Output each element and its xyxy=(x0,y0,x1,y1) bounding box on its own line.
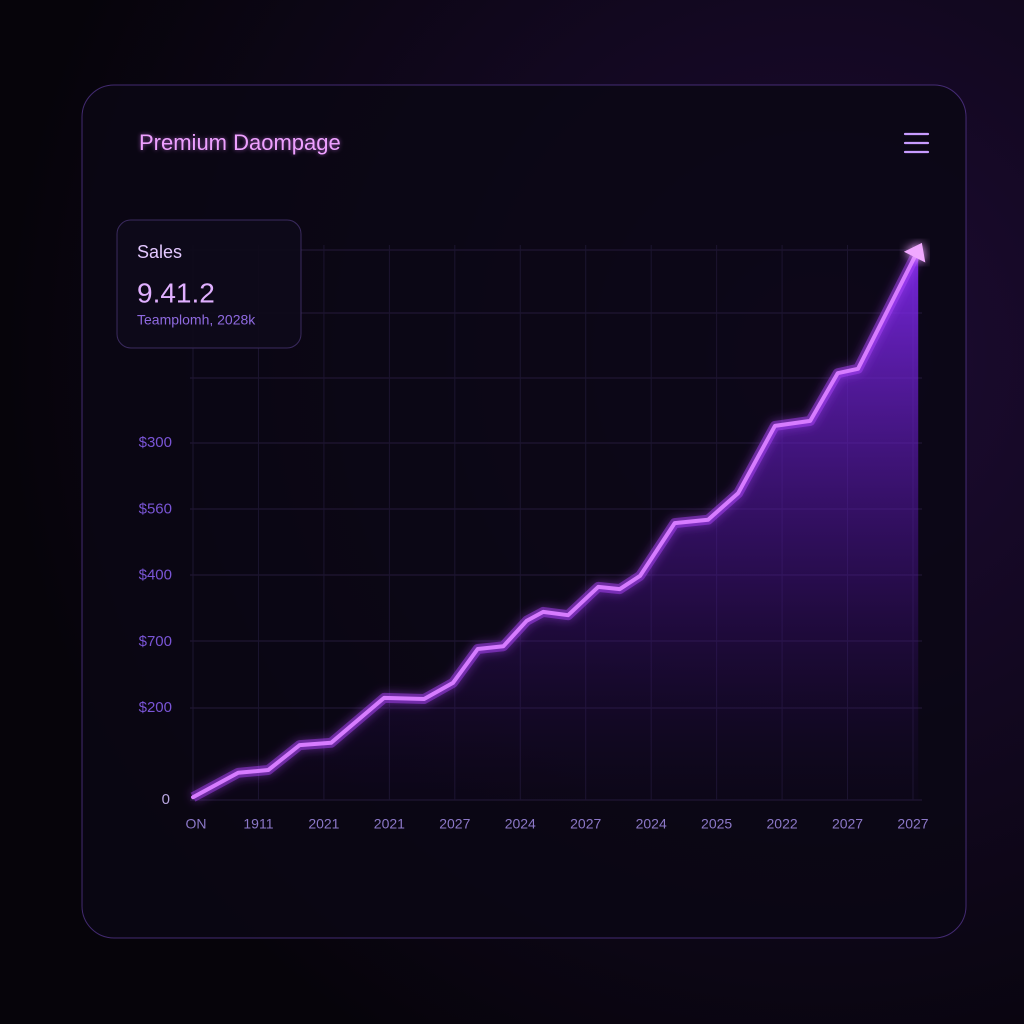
plot xyxy=(190,242,926,802)
y-axis-label: $560 xyxy=(139,500,172,517)
x-tick-label: 2027 xyxy=(439,816,470,832)
x-tick-label: ON xyxy=(186,816,207,832)
y-axis-label: $300 xyxy=(139,434,172,451)
y-axis-label: 0 xyxy=(162,791,170,808)
x-tick-label: 2021 xyxy=(374,816,405,832)
title: Premium Daompage xyxy=(139,130,341,155)
x-tick-label: 2027 xyxy=(832,816,863,832)
y-axis-label: $400 xyxy=(139,567,172,584)
x-tick-label: 1911 xyxy=(243,816,273,832)
stat-caption: Teamplomh, 2028k xyxy=(137,312,256,328)
line xyxy=(191,248,921,800)
x-tick-label: 2024 xyxy=(505,816,536,832)
x-tick-label: 2025 xyxy=(701,816,732,832)
area xyxy=(193,250,919,800)
grid: $300 $560 $400 $700 $200 0 ON 1911 2021 2021 2027 2… xyxy=(139,245,929,832)
stat-card xyxy=(116,219,302,349)
stat-value: 9.41.2 xyxy=(137,277,215,308)
y-axis-label: $200 xyxy=(139,699,172,716)
x-tick-label: 2024 xyxy=(636,816,667,832)
menu-button[interactable] xyxy=(903,132,930,154)
stat-label: Sales xyxy=(137,242,182,262)
x-tick-label: 2021 xyxy=(308,816,339,832)
x-tick-label: 2022 xyxy=(767,816,798,832)
arrow-head xyxy=(903,242,926,263)
x-tick-label: 2027 xyxy=(897,816,928,832)
title-glow: Premium Daompage xyxy=(139,130,341,155)
x-tick-label: 2027 xyxy=(570,816,601,832)
y-axis-label: $700 xyxy=(139,633,172,650)
